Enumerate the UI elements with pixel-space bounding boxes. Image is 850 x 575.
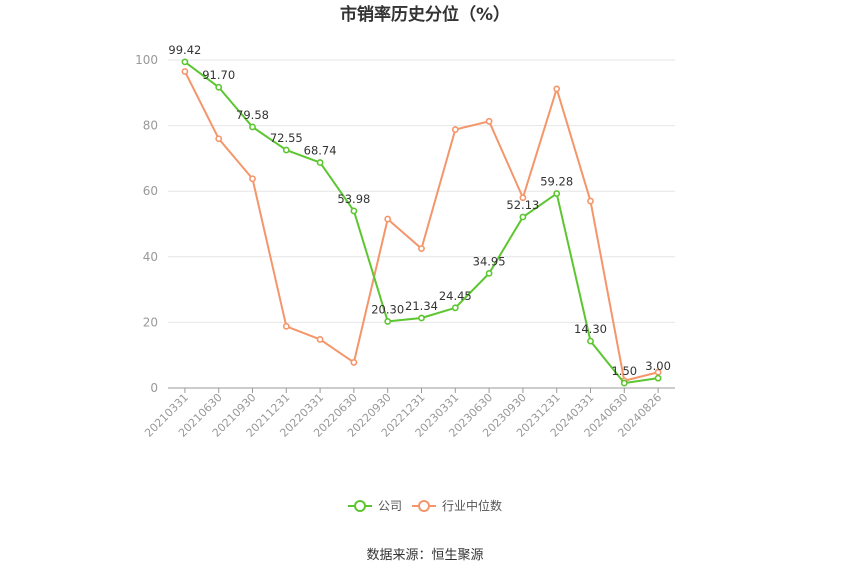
company-data-label: 14.30 [574, 322, 607, 336]
company-point [384, 318, 392, 325]
industry-point [350, 359, 358, 366]
y-tick-label: 60 [143, 184, 158, 198]
company-point [181, 58, 189, 66]
industry-point [418, 245, 425, 252]
company-point [553, 190, 561, 197]
industry-point [316, 336, 324, 343]
legend-marker-industry [418, 500, 430, 512]
company-point [316, 159, 324, 166]
chart-title: 市销率历史分位（%） [340, 4, 510, 25]
grid [168, 59, 675, 323]
legend-item-company[interactable]: 公司 [348, 499, 402, 513]
company-data-label: 91.70 [202, 68, 235, 82]
company-point [519, 213, 527, 221]
y-tick-label: 20 [143, 315, 158, 329]
company-data-label: 59.28 [540, 175, 573, 189]
company-point [418, 314, 425, 322]
company-point [451, 304, 459, 312]
company-data-label: 34.95 [473, 254, 506, 268]
industry-point [485, 117, 493, 125]
y-tick-label: 100 [135, 53, 158, 67]
industry-point [282, 322, 290, 330]
industry-point [249, 175, 256, 183]
company-data-label: 20.30 [371, 302, 404, 316]
company-data-label: 24.45 [439, 289, 472, 303]
industry-point [384, 215, 392, 223]
legend-label-company: 公司 [378, 499, 402, 513]
company-data-label: 68.74 [304, 144, 337, 158]
company-data-label: 53.98 [337, 192, 370, 206]
company-data-label: 52.13 [506, 198, 539, 212]
industry-point [587, 197, 594, 205]
company-point [485, 269, 493, 277]
y-tick-label: 0 [150, 381, 158, 395]
legend-marker-company [354, 500, 366, 512]
industry-point [451, 126, 459, 133]
company-data-label: 72.55 [270, 131, 303, 145]
axes: 0204060801002021033120210630202109302021… [135, 53, 675, 440]
company-point [249, 123, 256, 131]
y-tick-label: 80 [143, 119, 158, 133]
industry-point [519, 194, 527, 202]
series-layer [181, 58, 662, 387]
company-data-label: 1.50 [611, 364, 637, 378]
company-point [654, 374, 662, 382]
company-point [215, 83, 223, 91]
legend: 公司 行业中位数 [348, 498, 502, 513]
company-point [350, 207, 358, 215]
industry-point [215, 135, 223, 143]
industry-point [553, 85, 561, 93]
company-point [620, 379, 628, 387]
company-point [282, 146, 290, 154]
company-data-label: 99.42 [168, 43, 201, 57]
source-note: 数据来源：恒生聚源 [366, 548, 483, 563]
company-point [587, 337, 594, 345]
company-data-label: 79.58 [236, 108, 269, 122]
y-tick-label: 40 [143, 250, 158, 264]
industry-point [181, 68, 189, 75]
company-data-label: 21.34 [405, 299, 438, 313]
legend-item-industry[interactable]: 行业中位数 [412, 498, 502, 513]
company-data-label: 3.00 [645, 359, 671, 373]
legend-label-industry: 行业中位数 [442, 498, 502, 513]
